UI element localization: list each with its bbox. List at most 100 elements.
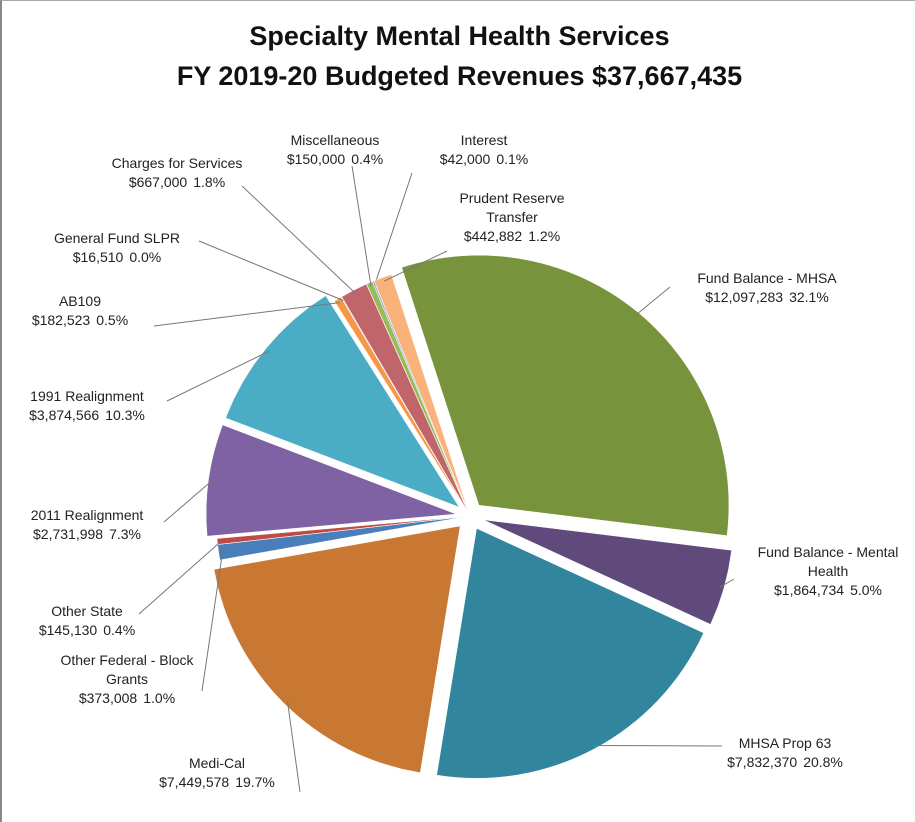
leader-line [374, 172, 413, 286]
category-label: General Fund SLPR [53, 230, 181, 246]
slice-label: 1991 Realignment $3,874,566 10.3% [2, 387, 172, 425]
slice-label: Charges for Services $667,000 1.8% [77, 154, 277, 192]
label-value-row: $145,130 0.4% [2, 621, 172, 640]
slice-label: Medi-Cal $7,449,578 19.7% [117, 754, 317, 792]
label-name-row: 2011 Realignment [2, 506, 172, 525]
label-value-row: $7,832,370 20.8% [685, 753, 885, 772]
label-value-row: $16,510 0.0% [22, 248, 212, 267]
label-value-row: $1,864,734 5.0% [753, 581, 903, 600]
percent-label: 32.1% [789, 289, 829, 305]
pie-slice [483, 519, 732, 625]
label-name-row: Medi-Cal [117, 754, 317, 773]
label-name-row: General Fund SLPR [22, 229, 212, 248]
leader-line [592, 744, 723, 747]
category-label: Medi-Cal [188, 755, 245, 771]
category-label: Fund Balance - Mental Health [757, 544, 899, 579]
category-label: Other State [51, 603, 123, 619]
value-label: $1,864,734 [774, 582, 845, 598]
percent-label: 0.1% [496, 151, 529, 167]
label-name-row: AB109 [2, 292, 165, 311]
value-label: $7,449,578 [159, 774, 230, 790]
slice-label: Interest $42,000 0.1% [409, 131, 559, 169]
category-label: Interest [460, 132, 508, 148]
label-value-row: $667,000 1.8% [77, 173, 277, 192]
slice-label: Miscellaneous $150,000 0.4% [250, 131, 420, 169]
label-name-row: Fund Balance - Mental Health [753, 543, 903, 581]
category-label: Other Federal - Block Grants [60, 652, 194, 687]
slice-label: Fund Balance - Mental Health $1,864,734 5.… [753, 543, 903, 600]
percent-label: 7.3% [109, 526, 141, 542]
percent-label: 20.8% [803, 754, 843, 770]
leader-line [201, 551, 224, 692]
percent-label: 0.5% [96, 312, 129, 328]
pie-slice [225, 295, 460, 508]
label-name-row: 1991 Realignment [2, 387, 172, 406]
percent-label: 1.2% [528, 228, 561, 244]
label-value-row: $3,874,566 10.3% [2, 406, 172, 425]
category-label: Charges for Services [111, 155, 243, 171]
leader-line [635, 286, 671, 316]
category-label: AB109 [58, 293, 102, 309]
value-label: $182,523 [31, 312, 91, 328]
percent-label: 19.7% [235, 774, 275, 790]
label-value-row: $42,000 0.1% [409, 150, 559, 169]
label-value-row: $442,882 1.2% [437, 227, 587, 246]
percent-label: 0.4% [103, 622, 136, 638]
percent-label: 1.0% [143, 690, 176, 706]
label-name-row: Miscellaneous [250, 131, 420, 150]
value-label: $145,130 [38, 622, 98, 638]
label-value-row: $7,449,578 19.7% [117, 773, 317, 792]
label-value-row: $182,523 0.5% [2, 311, 165, 330]
value-label: $16,510 [72, 249, 124, 265]
leader-line [241, 185, 357, 295]
label-name-row: Interest [409, 131, 559, 150]
value-label: $7,832,370 [727, 754, 798, 770]
percent-label: 0.0% [129, 249, 162, 265]
category-label: Miscellaneous [290, 132, 380, 148]
pie-slice [401, 254, 730, 536]
pie-slice [373, 274, 469, 513]
slice-label: 2011 Realignment $2,731,998 7.3% [2, 506, 172, 544]
category-label: 2011 Realignment [30, 507, 144, 523]
slice-label: Other State $145,130 0.4% [2, 602, 172, 640]
value-label: $442,882 [463, 228, 523, 244]
label-name-row: Other Federal - Block Grants [57, 651, 197, 689]
value-label: $12,097,283 [705, 289, 784, 305]
label-name-row: Prudent Reserve Transfer [437, 189, 587, 227]
leader-line [166, 350, 270, 402]
percent-label: 10.3% [105, 407, 145, 423]
slice-label: Fund Balance - MHSA $12,097,283 32.1% [667, 269, 867, 307]
label-value-row: $2,731,998 7.3% [2, 525, 172, 544]
slice-label: MHSA Prop 63 $7,832,370 20.8% [685, 734, 885, 772]
value-label: $2,731,998 [33, 526, 104, 542]
pie-slice [205, 424, 457, 537]
slice-label: AB109 $182,523 0.5% [2, 292, 165, 330]
leader-line [163, 479, 213, 523]
percent-label: 5.0% [850, 582, 882, 598]
label-name-row: Other State [2, 602, 172, 621]
label-name-row: Fund Balance - MHSA [667, 269, 867, 288]
leader-line [153, 302, 340, 327]
label-value-row: $150,000 0.4% [250, 150, 420, 169]
slice-label: General Fund SLPR $16,510 0.0% [22, 229, 212, 267]
pie-slice [341, 283, 469, 513]
label-value-row: $12,097,283 32.1% [667, 288, 867, 307]
label-value-row: $373,008 1.0% [57, 689, 197, 708]
category-label: Prudent Reserve Transfer [459, 190, 565, 225]
chart-subtitle: FY 2019-20 Budgeted Revenues $37,667,435 [176, 61, 743, 91]
category-label: MHSA Prop 63 [738, 735, 832, 751]
percent-label: 1.8% [193, 174, 226, 190]
label-name-row: Charges for Services [77, 154, 277, 173]
leader-line [198, 240, 344, 301]
value-label: $373,008 [78, 690, 138, 706]
slice-label: Other Federal - Block Grants $373,008 1.0% [57, 651, 197, 708]
leader-line [138, 540, 222, 615]
leader-line [286, 701, 301, 793]
label-name-row: MHSA Prop 63 [685, 734, 885, 753]
percent-label: 0.4% [351, 151, 384, 167]
chart-title: Specialty Mental Health Services [249, 21, 670, 51]
leader-line [351, 165, 372, 287]
category-label: 1991 Realignment [30, 388, 144, 404]
